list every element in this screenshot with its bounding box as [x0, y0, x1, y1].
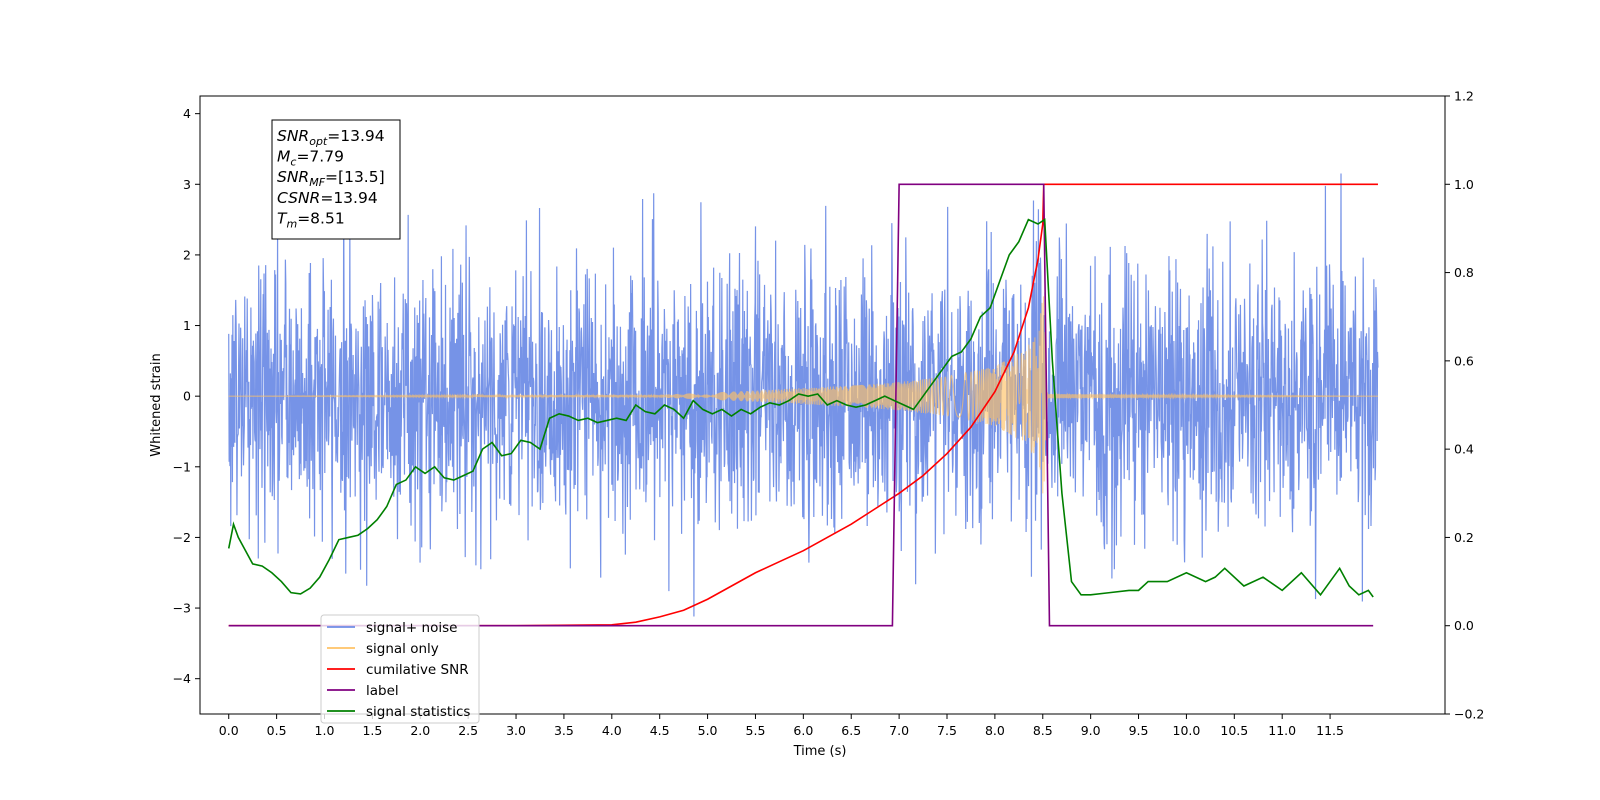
x-tick-label: 10.0 [1173, 723, 1201, 738]
series-line-label [228, 183, 1374, 627]
legend: signal+ noise signal only cumilative SNR la… [320, 614, 480, 724]
x-tick-label: 10.5 [1220, 723, 1248, 738]
x-tick-label: 8.0 [985, 723, 1005, 738]
legend-entry: signal+ noise [366, 620, 457, 636]
annotation-frame [271, 119, 401, 240]
x-tick-label: 3.0 [506, 723, 526, 738]
y-tick-label-right: 1.2 [1454, 89, 1474, 104]
x-tick-label: 2.0 [410, 723, 430, 738]
x-tick-label: 6.0 [793, 723, 813, 738]
y-tick-label-right: −0.2 [1454, 707, 1484, 722]
y-tick-label-left: 2 [183, 247, 191, 262]
y-tick-label-right: 0.2 [1454, 530, 1474, 545]
y-axis-left: 4 3 2 1 0 −1 −2 −3 −4 [173, 106, 200, 686]
y-tick-label-left: 4 [183, 106, 191, 121]
x-tick-label: 0.0 [219, 723, 239, 738]
x-tick-label: 1.0 [315, 723, 335, 738]
y-tick-label-right: 0.6 [1454, 353, 1474, 368]
series-line-signal-statistics [227, 218, 1374, 598]
x-tick-label: 9.5 [1129, 723, 1149, 738]
x-axis: 0.0 0.5 1.0 1.5 2.0 2.5 3.0 3.5 4.0 4.5 5.0 5.5 6.0 6… [219, 714, 1344, 738]
annotation-line: Tm=8.51 [277, 209, 345, 230]
annotation-line: SNRopt=13.94 [277, 127, 385, 148]
axes-frame [199, 95, 1446, 715]
x-tick-label: 11.0 [1268, 723, 1296, 738]
annotation-line: Mc=7.79 [277, 148, 344, 169]
x-tick-label: 9.0 [1081, 723, 1101, 738]
y-axis-right: 1.2 1.0 0.8 0.6 0.4 0.2 0.0 −0.2 [1445, 89, 1484, 722]
x-tick-label: 5.0 [698, 723, 718, 738]
y-tick-label-right: 1.0 [1454, 177, 1474, 192]
y-tick-label-right: 0.0 [1454, 618, 1474, 633]
x-tick-label: 8.5 [1033, 723, 1053, 738]
y-tick-label-right: 0.4 [1454, 442, 1474, 457]
x-tick-label: 5.5 [746, 723, 766, 738]
y-tick-label-left: 0 [183, 389, 191, 404]
x-tick-label: 4.0 [602, 723, 622, 738]
series-line-cumilative-snr [228, 183, 1378, 627]
annotation-box: SNRopt=13.94Mc=7.79SNRMF=[13.5]CSNR=13.9… [271, 119, 401, 240]
legend-frame [320, 614, 480, 724]
y-tick-label-left: −1 [173, 459, 191, 474]
legend-entry: label [366, 683, 399, 699]
x-tick-label: 0.5 [267, 723, 287, 738]
legend-entry: signal only [366, 641, 439, 657]
x-tick-label: 6.5 [841, 723, 861, 738]
legend-entry: cumilative SNR [366, 662, 469, 678]
series-line-signal-noise [228, 173, 1379, 617]
x-tick-label: 3.5 [554, 723, 574, 738]
plot-area [227, 173, 1379, 627]
y-axis-label: Whitened strain [149, 353, 164, 456]
annotation-line: CSNR=13.94 [277, 189, 378, 207]
x-axis-label: Time (s) [793, 744, 847, 759]
y-tick-label-left: −3 [173, 601, 191, 616]
x-tick-label: 1.5 [362, 723, 382, 738]
legend-entry: signal statistics [366, 704, 470, 720]
x-tick-label: 4.5 [650, 723, 670, 738]
x-tick-label: 7.5 [937, 723, 957, 738]
x-tick-label: 7.0 [889, 723, 909, 738]
x-tick-label: 11.5 [1316, 723, 1344, 738]
y-tick-label-left: −2 [173, 530, 191, 545]
y-tick-label-left: 1 [183, 318, 191, 333]
x-tick-label: 2.5 [458, 723, 478, 738]
y-tick-label-right: 0.8 [1454, 265, 1474, 280]
annotation-line: SNRMF=[13.5] [277, 168, 385, 189]
y-tick-label-left: 3 [183, 177, 191, 192]
y-tick-label-left: −4 [173, 671, 191, 686]
